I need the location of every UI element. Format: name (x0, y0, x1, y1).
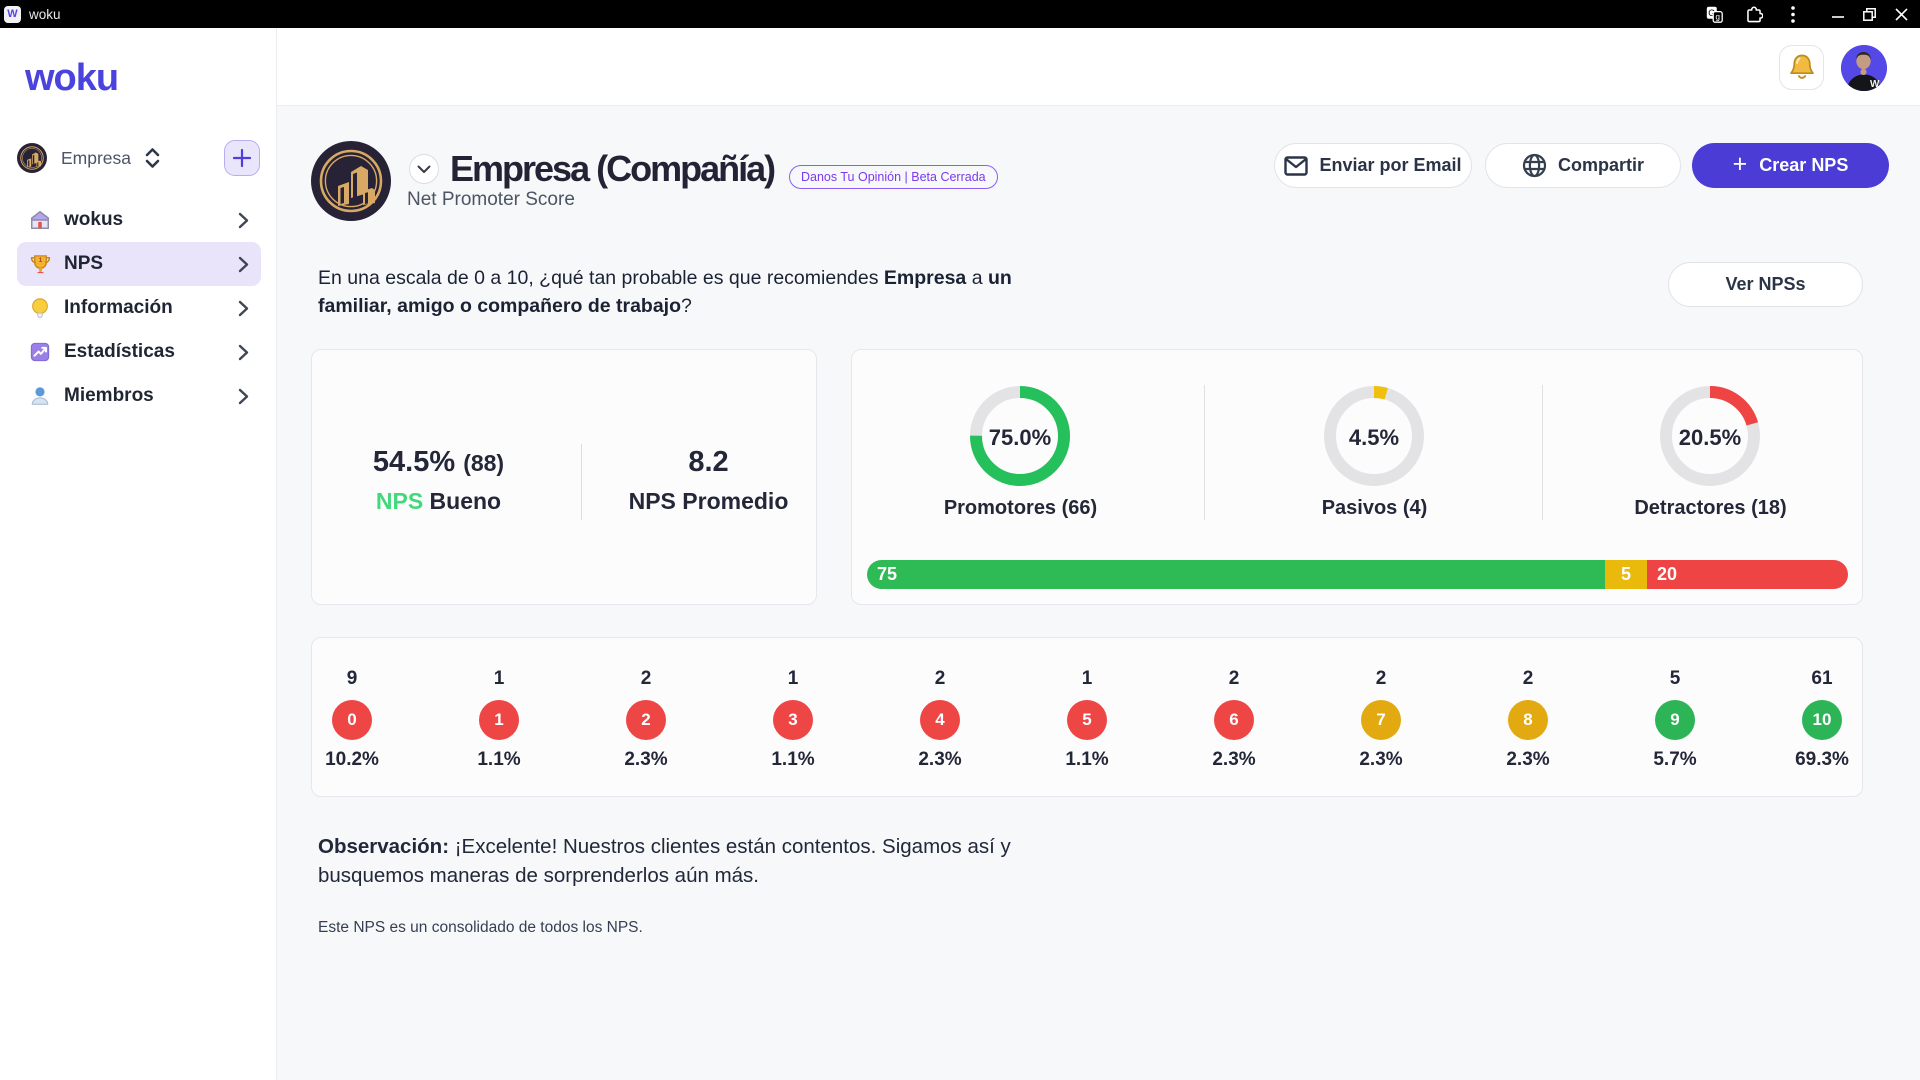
svg-text:G: G (1708, 7, 1715, 17)
svg-text:g: g (1715, 12, 1719, 21)
svg-text:W: W (1870, 79, 1880, 90)
svg-text:1: 1 (39, 257, 43, 264)
